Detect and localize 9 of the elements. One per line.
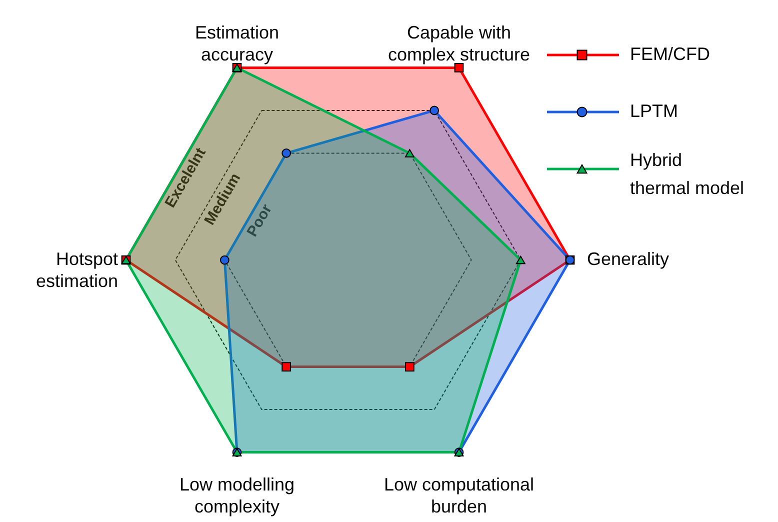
legend-label: FEM/CFD: [630, 44, 710, 64]
spoke-label: Low computational burden: [384, 474, 534, 516]
legend-label: LPTM: [630, 101, 678, 121]
spoke-label: Hotspot estimation: [36, 249, 118, 291]
spoke-label: Low modelling complexity: [179, 474, 295, 516]
spoke-label: Capable with complex structure: [388, 22, 530, 65]
spoke-label: Estimation accuracy: [194, 22, 280, 65]
spoke-label: Generality: [587, 249, 670, 269]
legend-label: Hybrid thermal model: [630, 150, 744, 198]
